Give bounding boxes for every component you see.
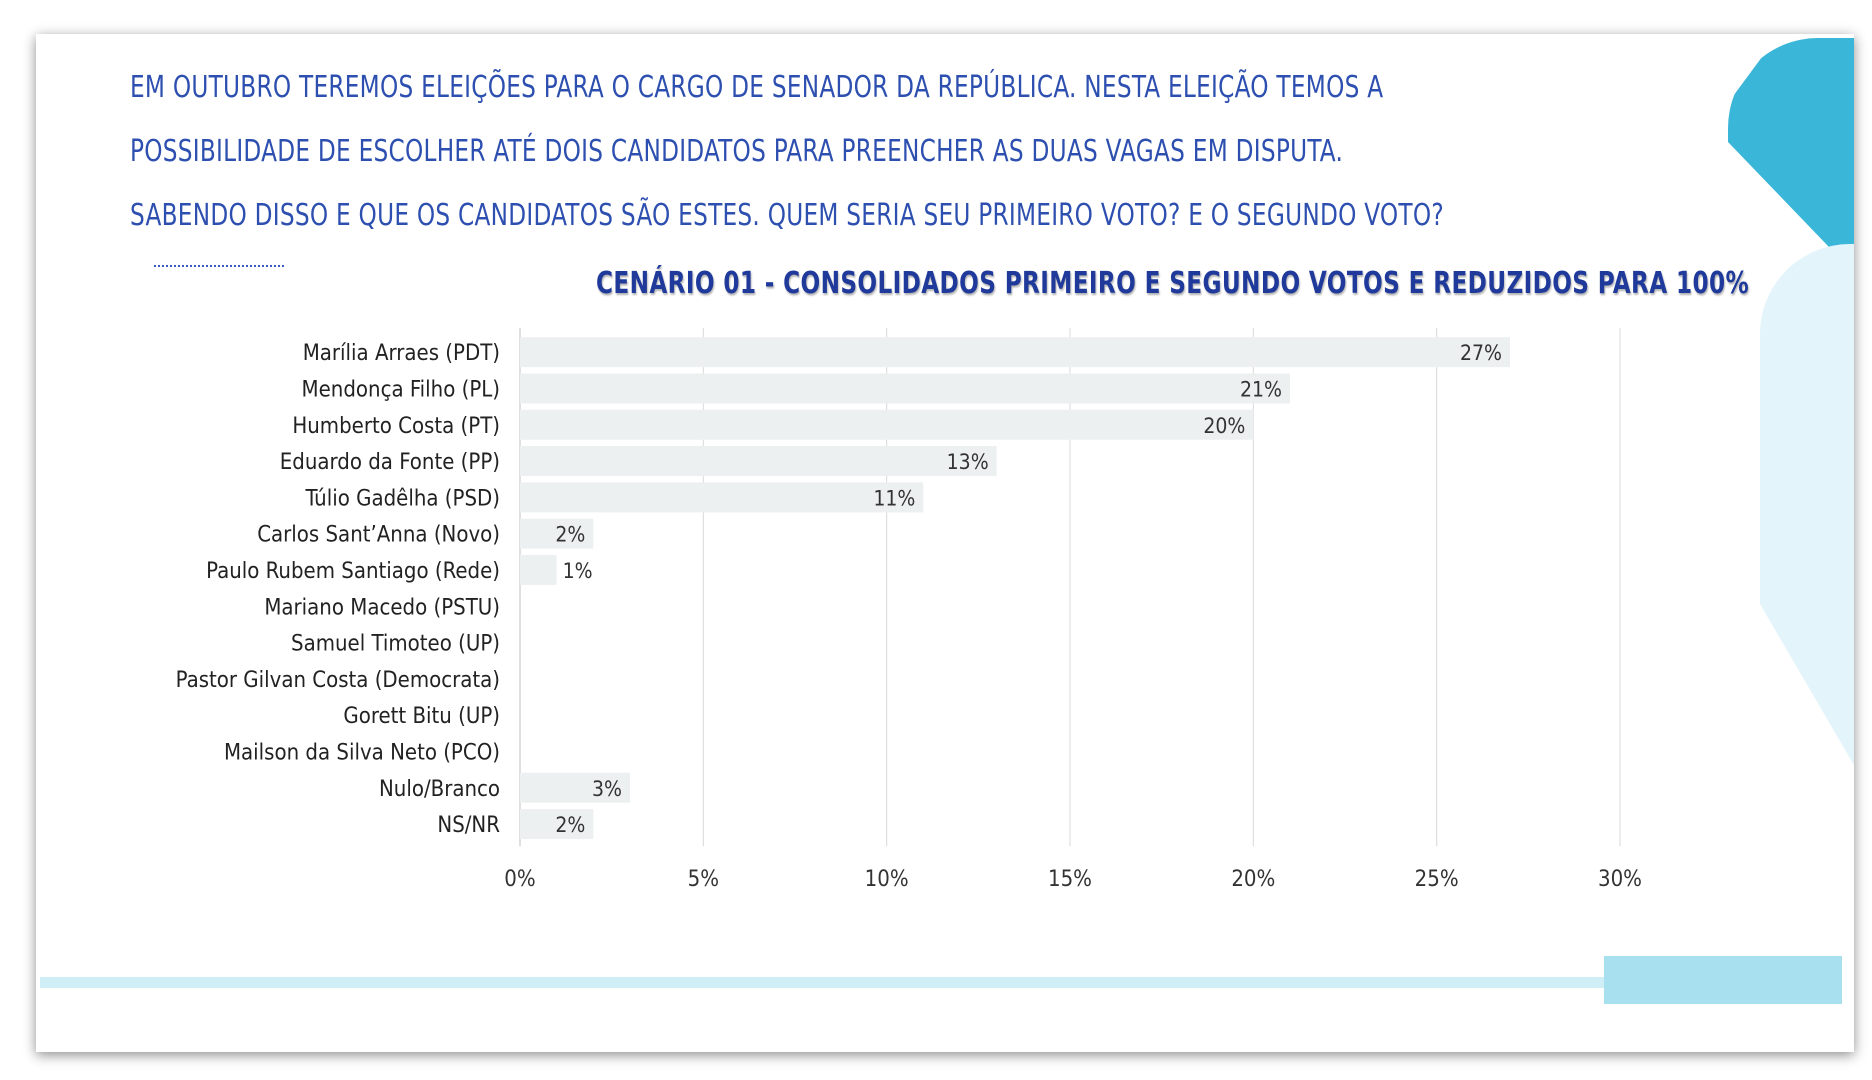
x-tick-label: 25%: [1415, 867, 1459, 892]
category-label: Mendonça Filho (PL): [302, 377, 500, 402]
x-tick-label: 15%: [1048, 867, 1092, 892]
bar: [520, 809, 594, 840]
data-label: 3%: [592, 777, 622, 801]
x-tick-label: 10%: [865, 867, 909, 892]
category-label: Mariano Macedo (PSTU): [264, 595, 500, 620]
category-label: Túlio Gadêlha (PSD): [304, 486, 500, 511]
x-tick-label: 0%: [504, 867, 535, 892]
category-label: Eduardo da Fonte (PP): [280, 450, 500, 475]
label-layer: 0% 5% 10% 15% 20% 25% 30% Marília Arraes (PDT) 2…: [176, 341, 1642, 892]
category-label: Samuel Timoteo (UP): [291, 632, 500, 657]
survey-question: EM OUTUBRO TEREMOS ELEIÇÕES PARA O CARGO…: [130, 56, 1472, 248]
dotted-divider: [154, 265, 284, 267]
category-label: Marília Arraes (PDT): [303, 341, 500, 366]
bar: [520, 482, 924, 513]
category-label: Pastor Gilvan Costa (Democrata): [176, 668, 500, 693]
category-label: Gorett Bitu (UP): [343, 704, 500, 729]
data-label: 11%: [873, 486, 915, 510]
data-label: 1%: [563, 559, 593, 583]
bar: [520, 554, 557, 585]
data-label: 20%: [1203, 414, 1245, 438]
question-line: POSSIBILIDADE DE ESCOLHER ATÉ DOIS CANDI…: [130, 134, 1344, 169]
bar-layer: [520, 337, 1510, 840]
footer-box: [1604, 956, 1842, 1004]
category-label: Humberto Costa (PT): [292, 414, 500, 439]
data-label: 27%: [1460, 341, 1502, 365]
bar: [520, 373, 1290, 404]
category-label: Paulo Rubem Santiago (Rede): [206, 559, 500, 584]
question-line: SABENDO DISSO E QUE OS CANDIDATOS SÃO ES…: [130, 198, 1444, 233]
category-label: NS/NR: [437, 813, 500, 838]
data-label: 13%: [947, 450, 989, 474]
x-tick-label: 5%: [688, 867, 719, 892]
data-label: 21%: [1240, 377, 1282, 401]
category-label: Carlos Sant’Anna (Novo): [257, 523, 500, 548]
bar: [520, 446, 997, 477]
category-label: Mailson da Silva Neto (PCO): [224, 740, 500, 765]
x-tick-label: 20%: [1231, 867, 1275, 892]
slide: EM OUTUBRO TEREMOS ELEIÇÕES PARA O CARGO…: [36, 34, 1854, 1052]
bar: [520, 518, 594, 549]
bar: [520, 409, 1254, 440]
x-tick-label: 30%: [1598, 867, 1642, 892]
grid-layer: [519, 328, 1621, 847]
data-label: 2%: [555, 523, 585, 547]
bar: [520, 337, 1510, 368]
bar-chart: 0% 5% 10% 15% 20% 25% 30% Marília Arraes (PDT) 2…: [176, 328, 1642, 892]
bar: [520, 772, 630, 803]
category-label: Nulo/Branco: [379, 777, 500, 802]
question-line: EM OUTUBRO TEREMOS ELEIÇÕES PARA O CARGO…: [130, 70, 1384, 105]
footer-line: [40, 977, 1740, 988]
data-label: 2%: [555, 813, 585, 837]
